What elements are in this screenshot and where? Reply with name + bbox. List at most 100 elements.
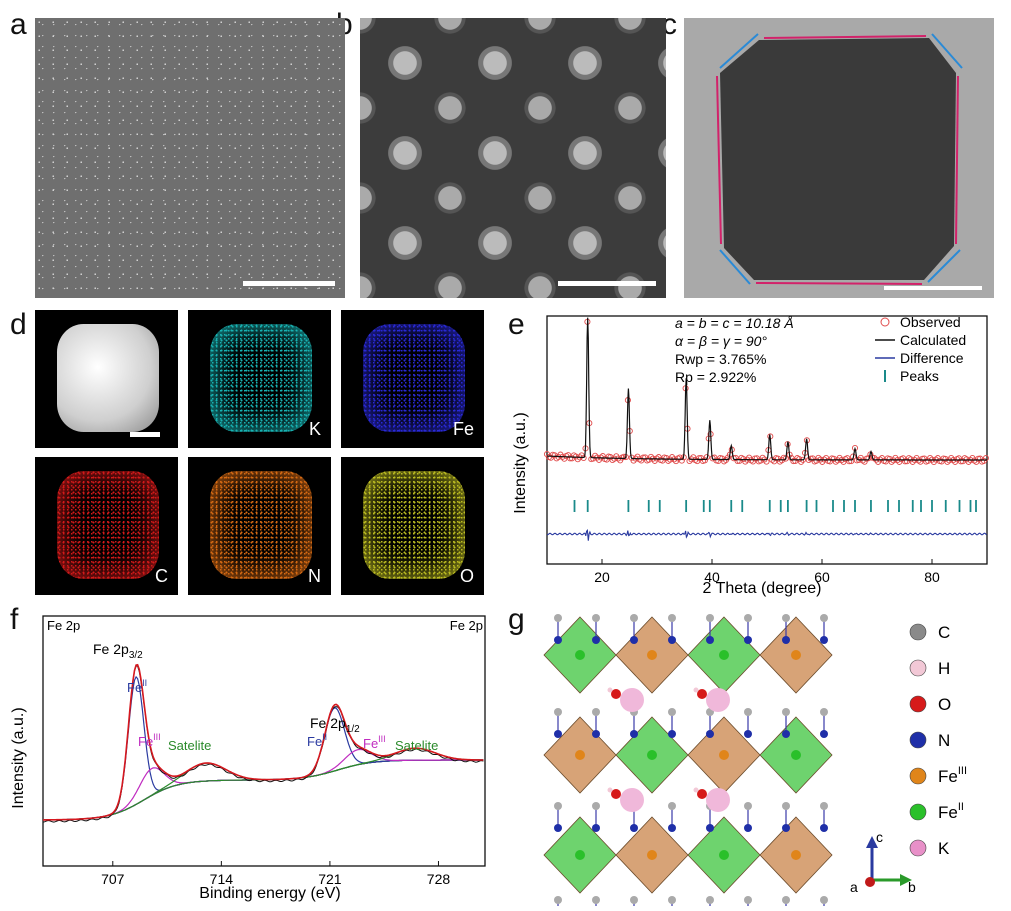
atom-fe xyxy=(575,750,585,760)
eds-tile-c: C xyxy=(35,457,178,595)
panel-label-d: d xyxy=(10,308,27,341)
xps-label-feII-a: FeII xyxy=(127,678,147,695)
sem-image-overview xyxy=(35,18,345,298)
xps-envelope-line xyxy=(43,663,484,821)
atom-n xyxy=(706,824,714,832)
xrd-observed-point xyxy=(888,458,895,465)
xrd-observed-point xyxy=(788,455,795,462)
eds-element-label: N xyxy=(308,566,321,586)
xps-component-line xyxy=(43,748,484,821)
eds-particle xyxy=(363,471,465,579)
atom-h xyxy=(693,787,699,793)
xrd-observed-point xyxy=(982,455,989,462)
atom-fe xyxy=(719,850,729,860)
atom-c xyxy=(820,708,828,716)
panel-label-g: g xyxy=(508,603,525,636)
xrd-annotation-rwp: Rwp = 3.765% xyxy=(675,351,766,367)
atom-k xyxy=(706,788,730,812)
xps-xtick-label: 728 xyxy=(427,871,451,887)
atom-n xyxy=(782,636,790,644)
xrd-observed-point xyxy=(551,452,558,459)
legend-label: FeII xyxy=(938,801,964,822)
xrd-observed-point xyxy=(832,458,839,465)
atom-n xyxy=(668,824,676,832)
xrd-observed-point xyxy=(543,451,551,458)
xrd-observed-point xyxy=(871,454,878,462)
legend-swatch xyxy=(909,767,927,785)
atom-h xyxy=(607,787,613,793)
legend-label: H xyxy=(938,659,950,678)
atom-c xyxy=(668,708,676,716)
legend-swatch xyxy=(909,803,927,821)
atom-n xyxy=(744,824,752,832)
xrd-observed-point xyxy=(701,457,708,464)
xps-peak-label-2p32: Fe 2p3/2 xyxy=(93,641,143,661)
legend-label: K xyxy=(938,839,950,858)
xps-component-line xyxy=(43,759,484,821)
eds-element-label: Fe xyxy=(452,419,474,439)
xrd-observed-point xyxy=(865,455,872,462)
atom-c xyxy=(668,896,676,904)
xrd-observed-point xyxy=(957,458,964,465)
tem-image xyxy=(684,18,994,298)
xrd-annotation-lattice: a = b = c = 10.18 Å xyxy=(675,315,794,331)
xrd-observed-point xyxy=(580,454,587,462)
atom-n xyxy=(782,824,790,832)
xrd-xtick-label: 40 xyxy=(704,569,720,585)
eds-element-label: C xyxy=(155,566,168,586)
panel-label-e: e xyxy=(508,308,525,341)
atom-fe xyxy=(791,850,801,860)
atom-c xyxy=(668,614,676,622)
xps-frame xyxy=(42,615,486,867)
atom-n xyxy=(782,730,790,738)
xrd-observed-point xyxy=(861,458,868,465)
atom-n xyxy=(668,730,676,738)
xps-component-line xyxy=(43,747,484,821)
atom-c xyxy=(554,614,562,622)
atom-c xyxy=(554,896,562,904)
xrd-frame xyxy=(546,315,988,565)
xps-label-sat-a: Satelite xyxy=(168,738,211,753)
atom-n xyxy=(706,730,714,738)
legend-swatch xyxy=(909,659,927,677)
eds-particle xyxy=(57,471,159,579)
xps-component-line xyxy=(43,759,484,821)
atom-h xyxy=(693,687,699,693)
legend-label: N xyxy=(938,731,950,750)
eds-element-label: K xyxy=(308,419,321,439)
xrd-observed-point xyxy=(959,458,966,465)
atom-k xyxy=(620,688,644,712)
xrd-observed-point xyxy=(790,458,797,465)
atom-o xyxy=(611,789,621,799)
atom-k xyxy=(706,688,730,712)
xrd-ylabel: Intensity (a.u.) xyxy=(512,412,529,513)
legend-swatch xyxy=(909,839,927,857)
atom-c xyxy=(744,896,752,904)
atom-n xyxy=(630,730,638,738)
atom-c xyxy=(782,708,790,716)
xps-xtick-label: 714 xyxy=(210,871,234,887)
xrd-observed-point xyxy=(903,458,911,465)
atom-c xyxy=(744,614,752,622)
xrd-xtick-label: 60 xyxy=(814,569,830,585)
legend-peaks: Peaks xyxy=(900,368,939,384)
xps-label-feIII-b: FeIII xyxy=(363,734,386,751)
xrd-legend: Observed Calculated Difference Peaks xyxy=(875,314,966,384)
xrd-difference-line xyxy=(546,528,988,541)
atom-fe xyxy=(719,650,729,660)
atom-c xyxy=(592,708,600,716)
xrd-observed-point xyxy=(565,452,572,459)
xps-ylabel: Intensity (a.u.) xyxy=(10,707,27,808)
xrd-xtick-label: 80 xyxy=(924,569,940,585)
atom-c xyxy=(706,614,714,622)
eds-tile-k: K xyxy=(188,310,331,448)
eds-particle xyxy=(210,471,312,579)
axis-label-a: a xyxy=(850,879,858,895)
atom-c xyxy=(630,614,638,622)
xrd-observed-point xyxy=(734,457,741,465)
atom-n xyxy=(592,730,600,738)
axis-triad: c a b xyxy=(850,829,916,895)
xps-xtick-label: 707 xyxy=(101,871,125,887)
scale-bar xyxy=(130,432,160,437)
